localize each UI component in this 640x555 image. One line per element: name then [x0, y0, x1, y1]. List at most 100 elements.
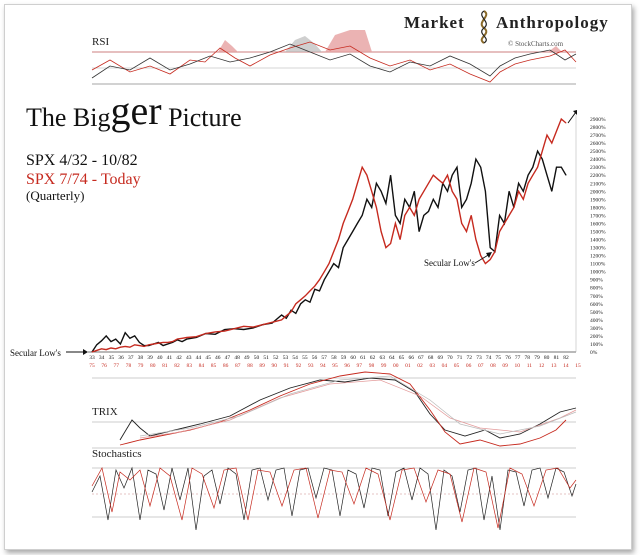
data-point [527, 174, 529, 176]
data-point [480, 166, 482, 168]
data-point [532, 166, 534, 168]
data-point [565, 174, 567, 176]
data-point [347, 239, 349, 240]
y-tick-label: 600% [590, 302, 603, 308]
x-tick-label-bottom: 02 [417, 363, 423, 369]
data-point [342, 223, 344, 224]
x-tick-label-top: 53 [283, 355, 289, 361]
data-point [195, 337, 197, 338]
x-tick-label-top: 74 [486, 355, 492, 361]
x-tick-label-top: 68 [428, 355, 434, 361]
x-tick-label-bottom: 79 [138, 363, 144, 369]
chart-frame [4, 4, 632, 550]
data-point [385, 247, 387, 248]
data-point [518, 182, 519, 184]
y-tick-label: 0% [590, 350, 598, 356]
series-points-spx-1974 [91, 118, 567, 353]
data-point [333, 251, 335, 252]
data-point [148, 344, 150, 346]
data-point [96, 349, 98, 351]
data-point [195, 336, 197, 338]
x-tick-label-top: 45 [205, 355, 211, 361]
x-tick-label-top: 55 [302, 355, 308, 361]
data-point [134, 344, 136, 346]
x-tick-label-top: 64 [389, 355, 395, 361]
data-point [522, 190, 524, 192]
data-point [418, 231, 420, 232]
y-tick-label: 100% [590, 342, 603, 348]
data-point [224, 329, 226, 330]
x-tick-label-top: 66 [408, 355, 414, 361]
y-tick-label: 2300% [590, 165, 606, 171]
data-point [485, 190, 486, 192]
data-point [285, 317, 287, 319]
legend-series2: SPX 7/74 - Today [26, 171, 141, 188]
data-point [413, 190, 415, 192]
data-point [172, 341, 173, 342]
data-point [522, 198, 524, 200]
x-tick-label-top: 46 [215, 355, 221, 361]
x-tick-label-bottom: 12 [539, 363, 545, 369]
x-tick-label-top: 37 [128, 355, 134, 361]
x-tick-label-top: 60 [350, 355, 356, 361]
x-tick-label-top: 48 [234, 355, 240, 361]
y-tick-label: 800% [590, 286, 603, 292]
x-tick-label-top: 47 [225, 355, 231, 361]
data-point [357, 182, 358, 184]
x-tick-label-bottom: 92 [296, 363, 302, 369]
series-points-spx-1932 [91, 150, 567, 353]
data-point [385, 202, 387, 204]
data-point [513, 206, 515, 208]
x-tick-label-top: 59 [341, 355, 347, 361]
data-point [437, 206, 439, 208]
x-tick-label-top: 33 [89, 355, 95, 361]
data-point [314, 285, 316, 287]
x-tick-label-bottom: 11 [527, 363, 533, 369]
arrowhead-mid-icon [486, 252, 492, 258]
data-point [532, 174, 534, 176]
data-point [423, 215, 425, 216]
data-point [139, 345, 140, 346]
y-tick-label: 1900% [590, 197, 606, 203]
data-point [447, 174, 448, 176]
data-point [418, 198, 420, 200]
data-point [371, 206, 373, 208]
y-tick-label: 900% [590, 278, 603, 284]
data-point [551, 190, 553, 192]
x-tick-label-top: 70 [447, 355, 453, 361]
data-point [101, 348, 102, 350]
x-tick-label-bottom: 77 [114, 363, 120, 369]
x-tick-label-bottom: 03 [429, 363, 435, 369]
x-tick-label-bottom: 01 [405, 363, 411, 369]
y-tick-label: 2400% [590, 157, 606, 163]
x-tick-label-bottom: 78 [126, 363, 132, 369]
x-tick-label-bottom: 81 [162, 363, 168, 369]
data-point [157, 341, 159, 343]
y-tick-label: 1100% [590, 262, 606, 268]
data-point [176, 338, 178, 340]
x-tick-label-top: 50 [254, 355, 260, 361]
x-tick-label-bottom: 14 [563, 363, 569, 369]
data-point [295, 313, 297, 314]
data-point [366, 198, 368, 200]
data-point [376, 182, 377, 184]
data-point [485, 263, 486, 265]
x-tick-label-top: 71 [457, 355, 463, 361]
data-point [447, 190, 448, 192]
x-tick-label-top: 39 [147, 355, 153, 361]
x-tick-label-top: 72 [467, 355, 473, 361]
data-point [328, 271, 330, 273]
data-point [262, 324, 264, 326]
data-point [399, 239, 401, 240]
data-point [181, 341, 183, 342]
y-tick-label: 1400% [590, 238, 606, 244]
x-tick-label-top: 73 [476, 355, 482, 361]
data-point [271, 321, 273, 323]
y-tick-label: 300% [590, 326, 603, 332]
x-tick-label-top: 42 [176, 355, 182, 361]
x-tick-label-top: 57 [321, 355, 327, 361]
data-point [105, 349, 107, 350]
brand-name-part2: Anthropology [496, 13, 609, 32]
data-point [432, 198, 434, 200]
x-tick-label-bottom: 90 [272, 363, 278, 369]
